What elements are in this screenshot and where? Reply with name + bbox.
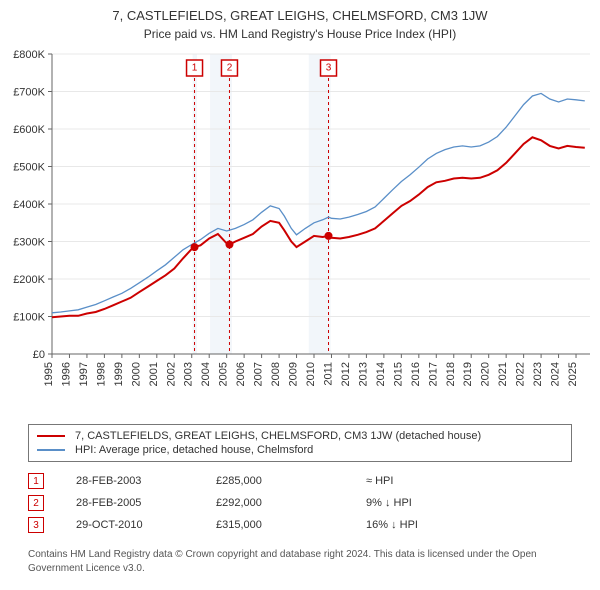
svg-text:1: 1 — [192, 63, 198, 74]
svg-text:2024: 2024 — [550, 362, 562, 386]
marker-hpi: ≈ HPI — [366, 475, 393, 487]
svg-text:2008: 2008 — [270, 362, 282, 386]
marker-row: 2 28-FEB-2005 £292,000 9% ↓ HPI — [28, 492, 572, 514]
legend-item-property: 7, CASTLEFIELDS, GREAT LEIGHS, CHELMSFOR… — [37, 429, 563, 443]
legend-label: HPI: Average price, detached house, Chel… — [75, 444, 313, 456]
legend-item-hpi: HPI: Average price, detached house, Chel… — [37, 443, 563, 457]
svg-text:2006: 2006 — [235, 362, 247, 386]
svg-text:1998: 1998 — [95, 362, 107, 386]
svg-text:£0: £0 — [33, 349, 45, 361]
copyright-text: Contains HM Land Registry data © Crown c… — [28, 548, 572, 575]
marker-badge-1: 1 — [28, 473, 44, 489]
marker-hpi: 9% ↓ HPI — [366, 497, 412, 509]
svg-text:2005: 2005 — [218, 362, 230, 386]
legend-swatch — [37, 449, 65, 450]
svg-text:2017: 2017 — [427, 362, 439, 386]
svg-text:2009: 2009 — [288, 362, 300, 386]
svg-text:2011: 2011 — [322, 362, 334, 386]
svg-text:2002: 2002 — [165, 362, 177, 386]
marker-row: 1 28-FEB-2003 £285,000 ≈ HPI — [28, 470, 572, 492]
svg-text:£800K: £800K — [13, 49, 45, 61]
svg-text:1996: 1996 — [60, 362, 72, 386]
svg-text:2003: 2003 — [183, 362, 195, 386]
svg-text:2016: 2016 — [410, 362, 422, 386]
marker-price: £292,000 — [216, 497, 366, 509]
svg-text:2021: 2021 — [497, 362, 509, 386]
svg-text:2007: 2007 — [253, 362, 265, 386]
svg-text:2025: 2025 — [567, 362, 579, 386]
svg-text:£100K: £100K — [13, 312, 45, 324]
svg-text:1995: 1995 — [43, 362, 55, 386]
legend-swatch — [37, 435, 65, 438]
svg-text:2001: 2001 — [148, 362, 160, 386]
chart-subtitle: Price paid vs. HM Land Registry's House … — [0, 23, 600, 41]
marker-badge-2: 2 — [28, 495, 44, 511]
svg-text:2: 2 — [227, 63, 233, 74]
svg-text:2019: 2019 — [462, 362, 474, 386]
svg-text:2020: 2020 — [480, 362, 492, 386]
legend: 7, CASTLEFIELDS, GREAT LEIGHS, CHELMSFOR… — [28, 424, 572, 462]
marker-date: 28-FEB-2003 — [76, 475, 216, 487]
chart-title: 7, CASTLEFIELDS, GREAT LEIGHS, CHELMSFOR… — [0, 0, 600, 23]
svg-text:£600K: £600K — [13, 124, 45, 136]
svg-text:£500K: £500K — [13, 162, 45, 174]
svg-text:2018: 2018 — [445, 362, 457, 386]
marker-price: £285,000 — [216, 475, 366, 487]
svg-text:2012: 2012 — [340, 362, 352, 386]
marker-badge-3: 3 — [28, 517, 44, 533]
root: 7, CASTLEFIELDS, GREAT LEIGHS, CHELMSFOR… — [0, 0, 600, 590]
svg-text:2010: 2010 — [305, 362, 317, 386]
svg-text:1999: 1999 — [113, 362, 125, 386]
svg-text:2022: 2022 — [515, 362, 527, 386]
marker-date: 29-OCT-2010 — [76, 519, 216, 531]
marker-price: £315,000 — [216, 519, 366, 531]
legend-label: 7, CASTLEFIELDS, GREAT LEIGHS, CHELMSFOR… — [75, 430, 481, 442]
svg-text:1997: 1997 — [78, 362, 90, 386]
marker-table: 1 28-FEB-2003 £285,000 ≈ HPI 2 28-FEB-20… — [28, 470, 572, 536]
svg-text:2014: 2014 — [375, 362, 387, 386]
svg-text:£200K: £200K — [13, 274, 45, 286]
svg-text:2023: 2023 — [532, 362, 544, 386]
svg-text:2015: 2015 — [392, 362, 404, 386]
marker-row: 3 29-OCT-2010 £315,000 16% ↓ HPI — [28, 514, 572, 536]
svg-text:2000: 2000 — [130, 362, 142, 386]
svg-text:£400K: £400K — [13, 199, 45, 211]
line-chart-svg: £0 £100K £200K £300K £400K £500K £600K £700K £80… — [0, 44, 600, 414]
svg-text:£300K: £300K — [13, 237, 45, 249]
marker-hpi: 16% ↓ HPI — [366, 519, 418, 531]
svg-text:£700K: £700K — [13, 87, 45, 99]
svg-text:3: 3 — [326, 63, 332, 74]
marker-date: 28-FEB-2005 — [76, 497, 216, 509]
chart-area: £0 £100K £200K £300K £400K £500K £600K £700K £80… — [0, 44, 600, 414]
svg-text:2013: 2013 — [357, 362, 369, 386]
svg-text:2004: 2004 — [200, 362, 212, 386]
